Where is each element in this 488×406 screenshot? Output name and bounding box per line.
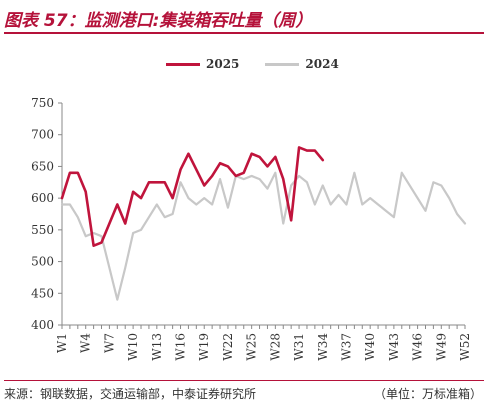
x-tick-label: W46: [411, 333, 425, 361]
chart-axes: 400 450 500 550 600 650 700 750 W1 W4 W7 W10 W13 W16 W…: [31, 96, 472, 361]
x-tick-label: W28: [268, 333, 282, 361]
y-tick-label: 500: [31, 255, 54, 269]
y-tick-label: 700: [31, 128, 54, 142]
y-tick-label: 750: [31, 96, 54, 110]
legend-label-2024: 2024: [305, 57, 339, 71]
legend-item-2025: 2025: [166, 57, 239, 71]
x-tick-label: W31: [292, 333, 306, 361]
x-tick-label: W19: [197, 333, 211, 361]
figure-title: 图表 57：监测港口:集装箱吞吐量（周）: [4, 11, 313, 31]
legend-item-2024: 2024: [265, 57, 339, 71]
x-tick-label: W22: [221, 333, 235, 361]
line-chart: 400 450 500 550 600 650 700 750 W1 W4 W7 W10 W13 W16 W…: [31, 96, 472, 361]
series-2024: [60, 171, 467, 301]
x-tick-label: W37: [339, 333, 353, 361]
x-tick-label: W43: [387, 333, 401, 361]
series-2025: [60, 146, 325, 248]
x-tick-label: W1: [55, 333, 69, 353]
x-tick-label: W4: [79, 333, 93, 353]
x-tick-label: W13: [150, 333, 164, 361]
x-tick-label: W7: [102, 333, 116, 353]
x-tick-label: W40: [363, 333, 377, 361]
x-tick-label: W49: [434, 333, 448, 361]
legend-swatch-2024: [265, 62, 300, 66]
footer-rule: [4, 380, 484, 381]
x-tick-label: W10: [126, 333, 140, 361]
x-tick-label: W16: [174, 333, 188, 361]
source-note: 来源：钢联数据，交通运输部，中泰证券研究所: [4, 387, 257, 401]
x-tick-label: W25: [245, 333, 259, 361]
y-tick-label: 550: [31, 223, 54, 237]
series-line-2025: [60, 146, 325, 248]
series-line-2024: [60, 171, 467, 301]
y-tick-label: 600: [31, 191, 54, 205]
y-tick-label: 450: [31, 286, 54, 300]
y-tick-label: 650: [31, 159, 54, 173]
legend-label-2025: 2025: [206, 57, 240, 71]
legend-swatch-2025: [166, 62, 200, 66]
title-rule: [4, 32, 484, 34]
x-tick-label: W34: [316, 333, 330, 361]
unit-note: （单位：万标准箱）: [373, 387, 482, 401]
y-tick-label: 400: [31, 318, 54, 332]
x-tick-label: W52: [458, 333, 472, 361]
chart-legend: 2025 2024: [166, 57, 357, 71]
